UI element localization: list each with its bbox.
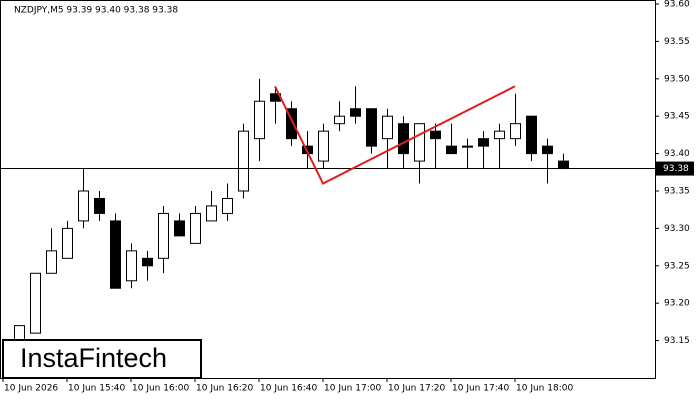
candle-body xyxy=(462,145,473,148)
x-tick-label: 10 Jun 16:20 xyxy=(196,384,253,394)
candle-body xyxy=(158,212,169,259)
x-tick-label: 10 Jun 15:40 xyxy=(68,384,125,394)
candle-body xyxy=(286,108,297,140)
pattern-line xyxy=(274,85,516,185)
candle-body xyxy=(542,145,553,155)
candle-body xyxy=(238,130,249,192)
candle-body xyxy=(494,130,505,140)
x-tick-label: 10 Jun 16:00 xyxy=(132,384,189,394)
y-tick-label: 93.15 xyxy=(664,336,690,346)
plot-frame xyxy=(0,0,656,379)
candle-body xyxy=(430,130,441,140)
candle-body xyxy=(174,220,185,237)
candle-body xyxy=(110,220,121,289)
candle-body xyxy=(142,257,153,267)
y-tick-label: 93.45 xyxy=(664,112,690,122)
candle-body xyxy=(350,108,361,117)
candle-body xyxy=(318,130,329,162)
candle-body xyxy=(446,145,457,155)
candle-body xyxy=(526,115,537,155)
x-tick-label: 10 Jun 17:40 xyxy=(452,384,509,394)
y-tick-label: 93.55 xyxy=(664,37,690,47)
y-tick-label: 93.40 xyxy=(664,149,690,159)
chart-title: NZDJPY,M5 93.39 93.40 93.38 93.38 xyxy=(14,6,178,16)
candle-body xyxy=(478,138,489,147)
candle-body xyxy=(414,123,425,162)
watermark-box xyxy=(2,339,202,379)
current-price-label: 93.38 xyxy=(663,164,689,174)
candle-body xyxy=(254,100,265,140)
candle-body xyxy=(558,160,569,170)
x-tick-label: 10 Jun 2026 xyxy=(4,384,58,394)
x-tick-label: 10 Jun 17:20 xyxy=(388,384,445,394)
candle-body xyxy=(62,227,73,259)
candle-body xyxy=(126,250,137,282)
candle-body xyxy=(46,250,57,274)
candle-body xyxy=(334,115,345,125)
x-tick-label: 10 Jun 18:00 xyxy=(516,384,573,394)
y-tick-label: 93.25 xyxy=(664,261,690,271)
candle-body xyxy=(30,272,41,334)
x-tick-label: 10 Jun 16:40 xyxy=(260,384,317,394)
current-price-tag xyxy=(656,161,694,176)
candle-body xyxy=(206,205,217,222)
y-tick-label: 93.60 xyxy=(664,0,690,10)
candle-body xyxy=(366,108,377,147)
y-tick-label: 93.50 xyxy=(664,74,690,84)
watermark: InstaFintech xyxy=(20,343,167,373)
candle-body xyxy=(222,197,233,214)
candle-body xyxy=(510,123,521,140)
candle-body xyxy=(94,197,105,214)
y-tick-label: 93.30 xyxy=(664,224,690,234)
candle-body xyxy=(78,190,89,222)
candle-body xyxy=(382,115,393,140)
y-tick-label: 93.35 xyxy=(664,187,690,197)
candle-body xyxy=(14,325,25,342)
x-tick-label: 10 Jun 17:00 xyxy=(324,384,381,394)
y-tick-label: 93.20 xyxy=(664,299,690,309)
candle-body xyxy=(398,123,409,155)
candle-body xyxy=(190,212,201,244)
